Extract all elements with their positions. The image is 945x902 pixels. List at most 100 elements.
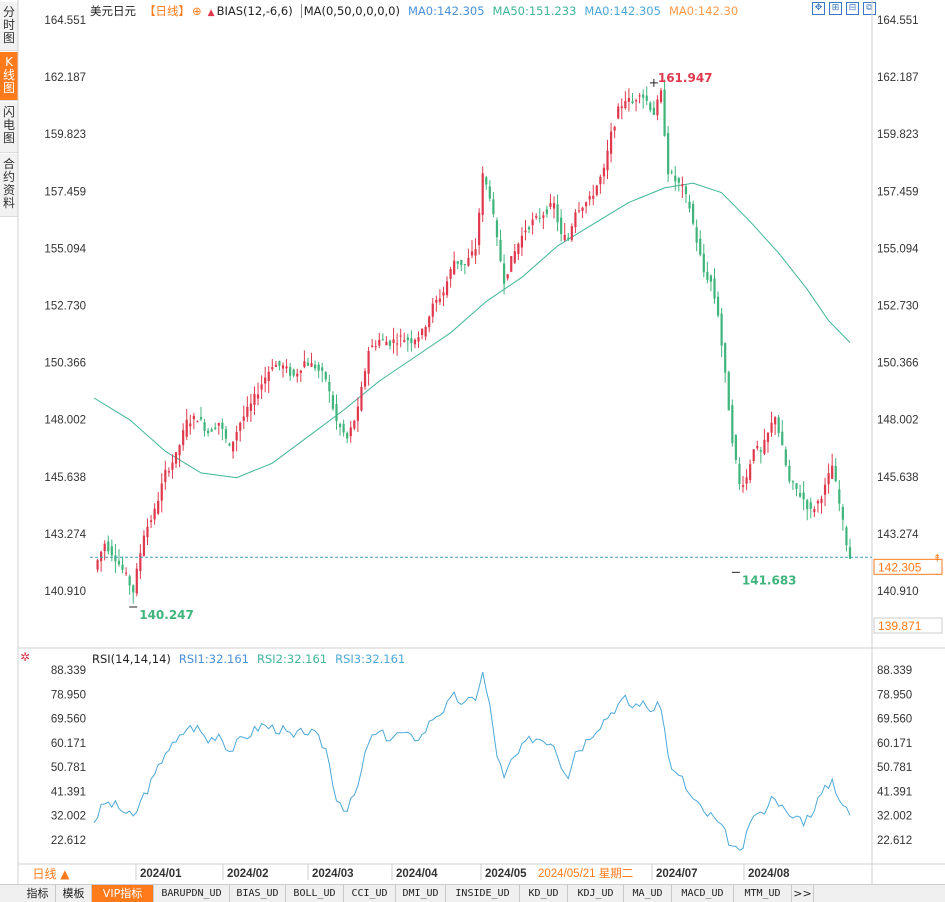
- rsi-line: [93, 671, 851, 851]
- indicator-tab[interactable]: BARUPDN_UD: [154, 885, 230, 902]
- rsi-tick-label: 88.339: [51, 665, 86, 677]
- candle-body: [271, 367, 274, 370]
- candle-body: [182, 430, 185, 446]
- rsi-tick-label: 88.339: [877, 665, 912, 677]
- candle-body: [695, 227, 698, 243]
- indicator-tab[interactable]: KDJ_UD: [568, 885, 624, 902]
- restore-icon[interactable]: ⧉: [863, 2, 876, 15]
- move-icon[interactable]: ✥: [812, 2, 825, 15]
- candle-body: [535, 215, 538, 218]
- candle-body: [774, 417, 777, 425]
- candle-body: [392, 339, 395, 344]
- candle-body: [235, 432, 238, 441]
- indicator-tab[interactable]: BIAS_UD: [230, 885, 286, 902]
- indicator-tab[interactable]: MA_UD: [624, 885, 672, 902]
- candle-body: [338, 424, 342, 428]
- candle-body: [121, 564, 124, 570]
- indicator-tab[interactable]: DMI_UD: [396, 885, 446, 902]
- candle-body: [196, 421, 199, 423]
- indicator-tab[interactable]: VIP指标: [92, 885, 154, 902]
- candle-body: [816, 500, 820, 504]
- tab-contract-info[interactable]: 合约资料: [0, 154, 18, 217]
- candle-body: [674, 175, 677, 182]
- candle-body: [470, 251, 474, 256]
- candle-body: [620, 106, 623, 109]
- candle-body: [802, 492, 805, 500]
- candle-body: [164, 469, 167, 483]
- candle-body: [278, 361, 281, 366]
- price-tick-label: 150.366: [44, 358, 86, 370]
- candle-body: [214, 427, 217, 429]
- indicator-tab[interactable]: INSIDE_UD: [446, 885, 520, 902]
- candle-body: [356, 406, 359, 421]
- rsi-tick-label: 41.391: [51, 786, 86, 798]
- price-tick-label: 152.730: [44, 301, 86, 313]
- tab-time-sharing[interactable]: 分时图: [0, 2, 18, 51]
- price-tick-label: 152.730: [877, 301, 919, 313]
- candle-body: [217, 422, 220, 426]
- ma0-legend: MA0:142.305: [407, 4, 485, 18]
- candle-body: [481, 173, 484, 215]
- indicator-tab[interactable]: MACD_UD: [672, 885, 734, 902]
- rsi3-legend: RSI3:32.161: [335, 652, 406, 666]
- candle-body: [499, 239, 502, 262]
- rsi-tick-label: 78.950: [877, 689, 912, 701]
- candle-body: [445, 281, 449, 296]
- price-tick-label: 155.094: [877, 243, 919, 255]
- x-axis-label: 2024/03: [312, 868, 354, 880]
- candle-body: [406, 337, 409, 341]
- candle-body: [606, 150, 609, 171]
- zoom-in-icon[interactable]: ⊞: [829, 2, 842, 15]
- candle-body: [738, 463, 741, 484]
- indicator-tab[interactable]: KD_UD: [520, 885, 568, 902]
- candle-body: [413, 339, 417, 345]
- x-axis-label: 2024/02: [227, 868, 269, 880]
- indicator-tab[interactable]: MTM_UD: [734, 885, 792, 902]
- candle-body: [645, 95, 648, 101]
- candle-body: [820, 498, 823, 504]
- indicator-tab[interactable]: >>: [792, 885, 814, 902]
- candle-body: [538, 217, 541, 219]
- candle-body: [585, 202, 588, 207]
- indicator-tab[interactable]: CCI_UD: [344, 885, 396, 902]
- rsi1-legend: RSI1:32.161: [178, 652, 249, 666]
- candle-body: [542, 215, 545, 218]
- candle-body: [146, 526, 149, 538]
- candle-body: [253, 393, 256, 405]
- indicator-tab[interactable]: BOLL_UD: [286, 885, 344, 902]
- candle-body: [224, 429, 228, 439]
- low-left-annotation: 140.247: [139, 608, 194, 622]
- candle-body: [577, 210, 581, 212]
- candle-body: [834, 465, 837, 482]
- candle-body: [649, 102, 652, 111]
- candle-body: [221, 422, 224, 430]
- candle-body: [363, 371, 367, 387]
- low-price-tag: [873, 617, 943, 634]
- zoom-out-icon[interactable]: ⊟: [846, 2, 859, 15]
- settings-icon[interactable]: ⊕: [192, 4, 202, 18]
- candle-body: [638, 95, 641, 97]
- candle-body: [681, 184, 684, 187]
- ma0b-legend: MA0:142.305: [584, 4, 661, 18]
- candle-body: [428, 316, 431, 328]
- candle-body: [431, 303, 434, 317]
- indicator-settings-icon[interactable]: ✲: [20, 650, 31, 664]
- candle-body: [724, 342, 727, 373]
- candle-body: [841, 507, 844, 520]
- price-tick-label: 148.002: [44, 415, 86, 427]
- rsi-tick-label: 69.560: [877, 714, 912, 726]
- period-selector-button[interactable]: 日线 ▲: [32, 867, 70, 881]
- rsi-tick-label: 41.391: [877, 786, 912, 798]
- candle-body: [791, 481, 795, 483]
- candle-body: [256, 394, 260, 399]
- candle-body: [328, 381, 331, 392]
- candle-body: [110, 546, 113, 556]
- tab-kline[interactable]: K线图: [0, 52, 18, 101]
- indicator-tab[interactable]: 指标: [20, 885, 56, 902]
- indicator-tab[interactable]: 模板: [56, 885, 92, 902]
- tab-flash-chart[interactable]: 闪电图: [0, 102, 18, 153]
- candle-body: [189, 423, 192, 427]
- candle-body: [713, 278, 716, 299]
- candle-body: [763, 439, 766, 454]
